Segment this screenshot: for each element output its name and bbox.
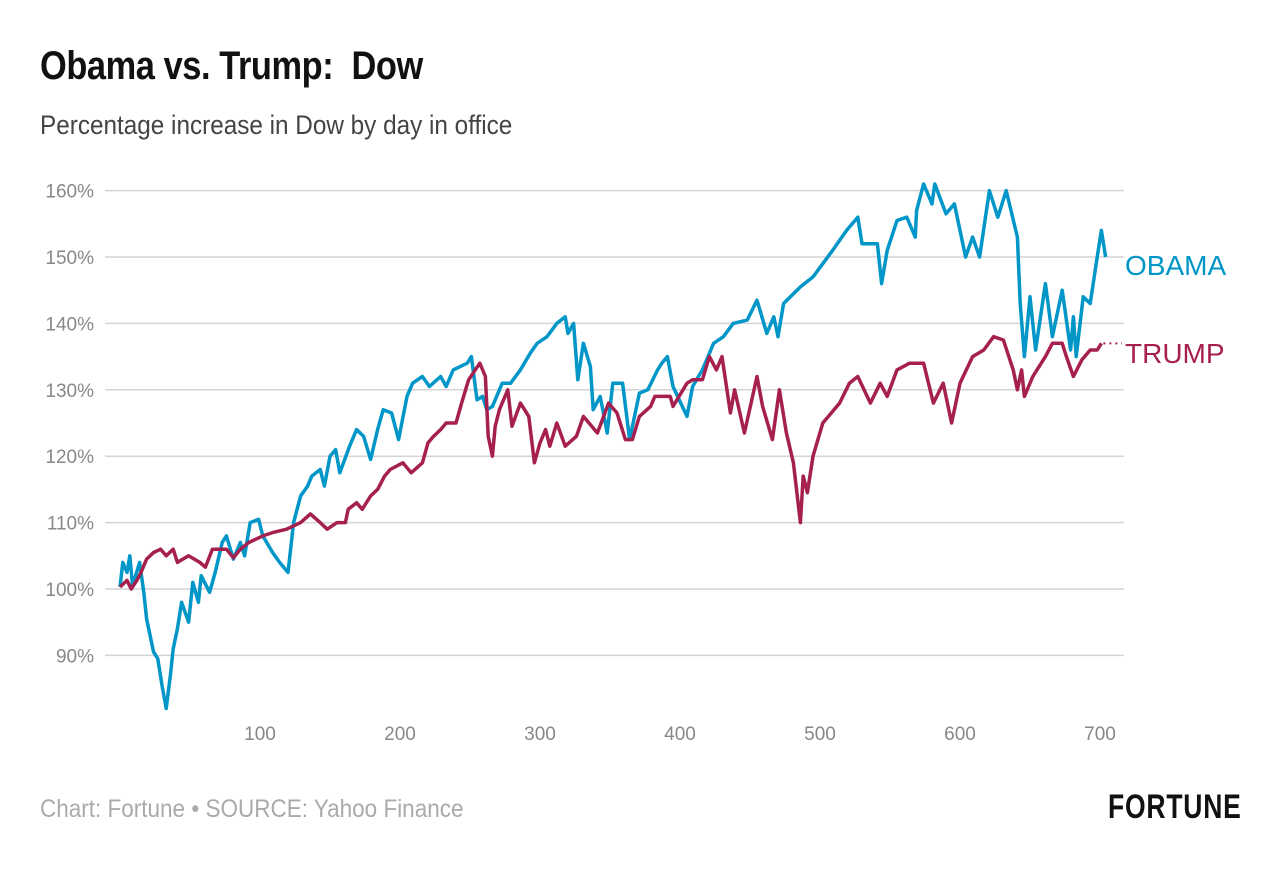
- y-tick-label: 140%: [45, 314, 94, 335]
- x-tick-label: 700: [1084, 724, 1116, 745]
- series-labels: OBAMA TRUMP: [1103, 250, 1226, 369]
- series-label-obama: OBAMA: [1125, 250, 1226, 281]
- series-line-obama: [118, 182, 1108, 711]
- x-tick-label: 400: [664, 724, 696, 745]
- x-tick-label: 300: [524, 724, 556, 745]
- fortune-logo: FORTUNE: [1108, 788, 1242, 826]
- y-tick-label: 160%: [45, 182, 94, 203]
- chart-title: Obama vs. Trump: Dow: [40, 44, 423, 88]
- chart-subtitle: Percentage increase in Dow by day in off…: [40, 110, 513, 140]
- series-label-trump: TRUMP: [1125, 338, 1225, 369]
- x-axis-ticks: 100 200 300 400 500 600 700: [244, 724, 1116, 745]
- y-tick-label: 120%: [45, 447, 94, 468]
- y-axis-ticks: 90% 100% 110% 120% 130% 140% 150% 160%: [45, 182, 94, 668]
- x-tick-label: 100: [244, 724, 276, 745]
- x-tick-label: 600: [944, 724, 976, 745]
- series-lines: [118, 182, 1108, 711]
- x-tick-label: 200: [384, 724, 416, 745]
- y-tick-label: 130%: [45, 381, 94, 402]
- source-credit: Chart: Fortune • SOURCE: Yahoo Finance: [40, 795, 464, 823]
- y-tick-label: 150%: [45, 248, 94, 269]
- y-tick-label: 100%: [45, 580, 94, 601]
- x-tick-label: 500: [804, 724, 836, 745]
- y-tick-label: 110%: [47, 514, 94, 535]
- y-tick-label: 90%: [56, 646, 94, 667]
- series-line-trump: [118, 334, 1103, 591]
- gridlines: [105, 189, 1124, 657]
